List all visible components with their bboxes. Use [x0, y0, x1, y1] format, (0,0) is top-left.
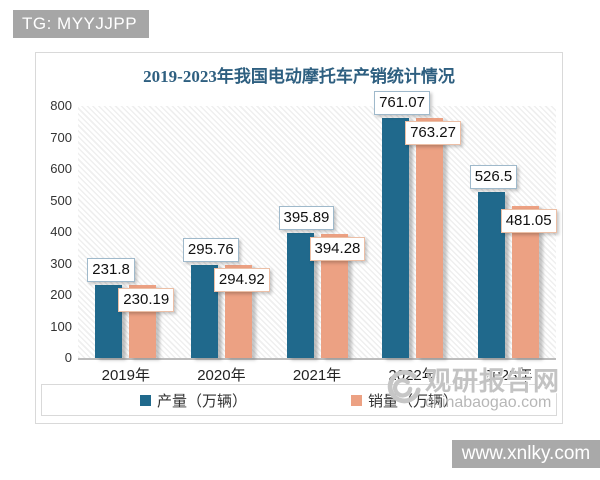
- chart-title: 2019-2023年我国电动摩托车产销统计情况: [143, 67, 455, 86]
- production-bar: [477, 192, 505, 358]
- sales-value-label: 230.19: [118, 288, 175, 312]
- y-axis-tick-label: 100: [50, 318, 72, 334]
- x-axis-category-label: 2019年: [101, 367, 150, 384]
- x-axis-category-label: 2020年: [197, 367, 246, 384]
- production-swatch-icon: [139, 394, 151, 406]
- x-axis-category-label: 2021年: [292, 367, 342, 384]
- y-axis-tick-label: 400: [50, 224, 72, 239]
- sales-value-label: 394.28: [309, 237, 366, 261]
- footer-bar: www.xnlky.com: [452, 440, 600, 468]
- y-axis-tick-label: 200: [50, 287, 72, 302]
- tg-badge: TG: MYYJJPP: [13, 10, 149, 38]
- production-bar: [286, 233, 314, 358]
- production-bar: [95, 285, 123, 358]
- production-value-label: 526.5: [469, 165, 518, 189]
- y-axis-tick-label: 500: [50, 192, 72, 208]
- sales-value-label: 481.05: [500, 209, 557, 233]
- production-value-label: 395.89: [278, 206, 335, 230]
- production-value-label: 295.76: [182, 238, 239, 262]
- sales-value-label: 763.27: [405, 121, 461, 145]
- legend-label-production: 产量（万辆）: [156, 392, 247, 410]
- y-axis-tick-label: 0: [64, 350, 72, 365]
- legend-item-sales: 销量（万辆）: [351, 390, 458, 411]
- y-axis-tick-label: 600: [50, 161, 72, 176]
- y-axis-tick-label: 300: [50, 255, 72, 271]
- production-bar: [382, 118, 410, 358]
- chart-card: 2019-2023年我国电动摩托车产销统计情况 231.8 230.19 295.7…: [35, 52, 563, 424]
- legend-item-production: 产量（万辆）: [139, 390, 247, 411]
- sales-swatch-icon: [351, 394, 362, 406]
- sales-value-label: 294.92: [213, 268, 270, 292]
- y-axis-tick-label: 800: [50, 98, 72, 113]
- production-value-label: 761.07: [374, 91, 430, 115]
- plot-area: 231.8 230.19 295.76 294.92 395.89 394.28 761.0…: [78, 91, 557, 360]
- legend: 产量（万辆） 销量（万辆）: [41, 384, 557, 416]
- production-value-label: 231.8: [87, 258, 135, 282]
- x-axis-category-label: 2022年: [388, 367, 437, 384]
- sales-bar: [416, 118, 444, 358]
- x-axis-category-label: 2023年: [484, 367, 533, 384]
- legend-label-sales: 销量（万辆）: [368, 392, 459, 410]
- production-bar: [190, 265, 218, 358]
- y-axis-tick-label: 700: [50, 129, 72, 145]
